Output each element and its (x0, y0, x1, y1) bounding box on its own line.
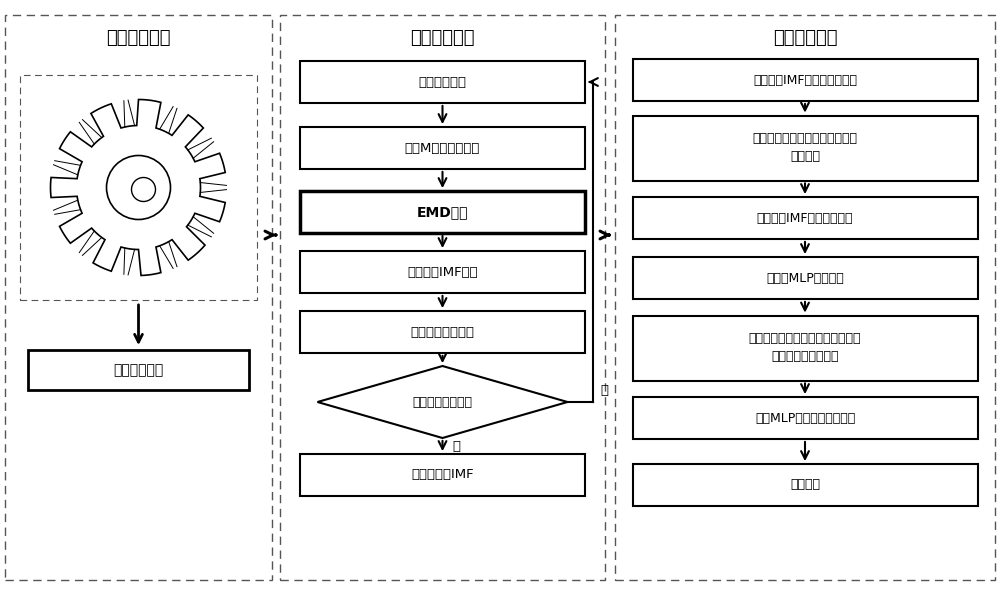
Text: 获取正向推进和反向传播误差信息
以及更新的权重参数: 获取正向推进和反向传播误差信息 以及更新的权重参数 (749, 333, 861, 363)
FancyBboxPatch shape (28, 350, 249, 390)
FancyBboxPatch shape (300, 61, 585, 103)
Polygon shape (318, 366, 568, 438)
Text: 获取每个IMF分量的模糊熵: 获取每个IMF分量的模糊熵 (757, 211, 853, 225)
FancyBboxPatch shape (20, 75, 257, 300)
FancyBboxPatch shape (280, 15, 605, 580)
Text: EMD处理: EMD处理 (417, 205, 468, 219)
Text: 否: 否 (600, 384, 608, 397)
FancyBboxPatch shape (615, 15, 995, 580)
Text: 初始化MLP神经网络: 初始化MLP神经网络 (766, 271, 844, 284)
Text: 完成MLP神经网络训练过程: 完成MLP神经网络训练过程 (755, 411, 855, 424)
FancyBboxPatch shape (300, 191, 585, 233)
Text: 添加M次高斯白噪声: 添加M次高斯白噪声 (405, 142, 480, 155)
FancyBboxPatch shape (633, 257, 978, 299)
FancyBboxPatch shape (300, 251, 585, 293)
Text: 获取全部的IMF: 获取全部的IMF (411, 468, 474, 481)
Text: 原始振动信号: 原始振动信号 (418, 76, 466, 88)
Text: 通过模糊函数定义每组向量之间
的相似度: 通过模糊函数定义每组向量之间 的相似度 (753, 133, 858, 163)
Text: 输出结果: 输出结果 (790, 478, 820, 491)
Text: 是否达到停止标准: 是否达到停止标准 (413, 395, 473, 408)
FancyBboxPatch shape (300, 127, 585, 169)
Text: 获取一个IMF分量: 获取一个IMF分量 (407, 266, 478, 278)
FancyBboxPatch shape (633, 397, 978, 439)
Text: 采集振动信号: 采集振动信号 (113, 363, 164, 377)
FancyBboxPatch shape (633, 464, 978, 506)
Text: 故障特诊识别: 故障特诊识别 (773, 29, 837, 47)
Polygon shape (50, 100, 225, 276)
FancyBboxPatch shape (633, 316, 978, 381)
Circle shape (106, 156, 170, 219)
Text: 是: 是 (452, 440, 460, 453)
FancyBboxPatch shape (300, 454, 585, 496)
Text: 提取故障特征: 提取故障特征 (410, 29, 475, 47)
Circle shape (132, 178, 156, 202)
FancyBboxPatch shape (633, 116, 978, 181)
FancyBboxPatch shape (633, 197, 978, 239)
FancyBboxPatch shape (5, 15, 272, 580)
Text: 建立每个IMF分量的空间矩阵: 建立每个IMF分量的空间矩阵 (753, 74, 857, 87)
Text: 计算信号残余部分: 计算信号残余部分 (411, 326, 475, 339)
Text: 采集振动信号: 采集振动信号 (106, 29, 171, 47)
FancyBboxPatch shape (300, 311, 585, 353)
FancyBboxPatch shape (633, 59, 978, 101)
